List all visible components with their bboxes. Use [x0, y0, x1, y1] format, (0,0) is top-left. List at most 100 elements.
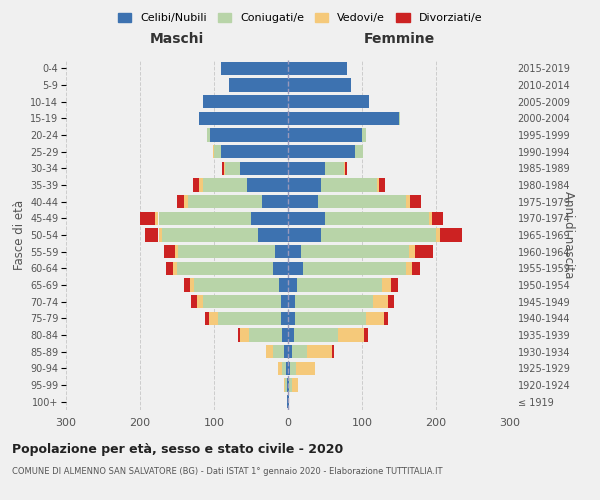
Bar — [184, 278, 190, 291]
Bar — [294, 328, 338, 342]
Bar — [410, 195, 421, 208]
Bar — [259, 228, 288, 241]
Bar — [440, 228, 462, 241]
Bar — [190, 278, 194, 291]
Bar — [379, 178, 385, 192]
Bar — [362, 128, 366, 141]
Bar — [166, 262, 173, 275]
Bar — [288, 312, 295, 325]
Bar — [240, 328, 249, 342]
Bar — [191, 295, 197, 308]
Bar — [288, 62, 347, 75]
Bar — [262, 195, 288, 208]
Bar — [295, 312, 366, 325]
Bar — [301, 245, 409, 258]
Bar — [288, 212, 325, 225]
Bar — [345, 162, 347, 175]
Bar — [281, 312, 288, 325]
Bar — [140, 212, 155, 225]
Bar — [303, 262, 406, 275]
Bar — [288, 362, 290, 375]
Bar — [388, 295, 394, 308]
Bar — [238, 328, 240, 342]
Bar — [297, 278, 382, 291]
Bar — [194, 278, 279, 291]
Bar — [288, 245, 301, 258]
Bar — [338, 328, 364, 342]
Bar — [415, 245, 433, 258]
Bar — [399, 112, 400, 125]
Bar — [240, 162, 288, 175]
Bar — [173, 262, 177, 275]
Bar — [279, 278, 288, 291]
Bar — [288, 178, 322, 192]
Bar — [212, 145, 214, 158]
Bar — [229, 78, 288, 92]
Bar — [199, 178, 203, 192]
Bar — [384, 312, 388, 325]
Bar — [209, 312, 218, 325]
Bar — [158, 228, 162, 241]
Bar — [391, 278, 398, 291]
Bar — [288, 78, 351, 92]
Bar — [288, 228, 322, 241]
Bar — [288, 195, 317, 208]
Bar — [158, 212, 251, 225]
Bar — [432, 212, 443, 225]
Bar — [199, 112, 288, 125]
Bar — [222, 162, 224, 175]
Legend: Celibi/Nubili, Coniugati/e, Vedovi/e, Divorziati/e: Celibi/Nubili, Coniugati/e, Vedovi/e, Di… — [113, 8, 487, 28]
Bar — [288, 145, 355, 158]
Bar — [206, 128, 210, 141]
Bar — [288, 345, 292, 358]
Bar — [145, 228, 158, 241]
Bar — [287, 378, 288, 392]
Bar — [210, 128, 288, 141]
Bar — [273, 262, 288, 275]
Y-axis label: Anni di nascita: Anni di nascita — [562, 192, 575, 278]
Bar — [188, 195, 262, 208]
Bar — [203, 178, 247, 192]
Bar — [382, 278, 391, 291]
Bar — [288, 328, 294, 342]
Bar — [247, 178, 288, 192]
Bar — [177, 262, 273, 275]
Bar — [409, 245, 415, 258]
Bar — [288, 112, 399, 125]
Bar — [214, 145, 221, 158]
Bar — [282, 328, 288, 342]
Bar — [249, 328, 282, 342]
Bar — [286, 362, 288, 375]
Bar — [288, 295, 295, 308]
Bar — [292, 345, 307, 358]
Bar — [288, 128, 362, 141]
Bar — [288, 395, 289, 408]
Bar — [325, 162, 343, 175]
Bar — [288, 162, 325, 175]
Bar — [292, 378, 298, 392]
Bar — [282, 362, 286, 375]
Bar — [289, 378, 292, 392]
Bar — [373, 295, 388, 308]
Bar — [332, 345, 334, 358]
Bar — [251, 212, 288, 225]
Bar — [205, 312, 209, 325]
Bar — [406, 262, 412, 275]
Bar — [366, 312, 384, 325]
Bar — [203, 295, 281, 308]
Bar — [178, 245, 275, 258]
Bar — [266, 345, 273, 358]
Bar — [184, 195, 188, 208]
Bar — [278, 362, 282, 375]
Bar — [288, 95, 370, 108]
Text: Maschi: Maschi — [150, 32, 204, 46]
Bar — [288, 262, 303, 275]
Bar — [284, 345, 288, 358]
Bar — [296, 362, 314, 375]
Text: Femmine: Femmine — [364, 32, 434, 46]
Bar — [177, 195, 184, 208]
Bar — [221, 145, 288, 158]
Y-axis label: Fasce di età: Fasce di età — [13, 200, 26, 270]
Text: COMUNE DI ALMENNO SAN SALVATORE (BG) - Dati ISTAT 1° gennaio 2020 - Elaborazione: COMUNE DI ALMENNO SAN SALVATORE (BG) - D… — [12, 468, 443, 476]
Bar — [197, 295, 203, 308]
